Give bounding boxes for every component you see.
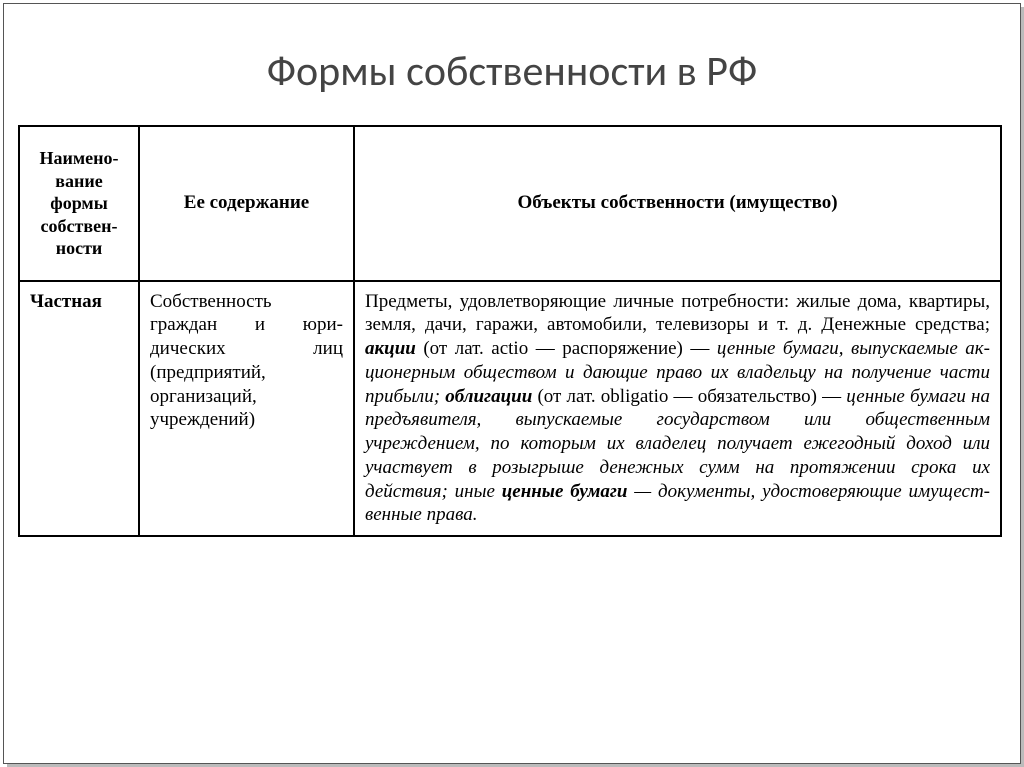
term-akcii: акции <box>365 338 416 359</box>
table-row: Частная Собственность граждан и юри­диче… <box>19 281 1001 537</box>
obj-text: (от лат. actio — распоряжение) — <box>416 338 717 359</box>
term-cennye-bumagi: ценные бумаги <box>502 481 628 502</box>
table-container: Наимено­вание формы собствен­ности Ее со… <box>4 125 1020 537</box>
obj-italic: иные <box>448 481 502 502</box>
col-header-objects: Объекты собственности (имущество) <box>354 126 1001 281</box>
obj-text: Предметы, удовлетворяющие лич­ные потреб… <box>365 291 990 336</box>
term-obligacii: облигации <box>445 386 532 407</box>
col-header-name: Наимено­вание формы собствен­ности <box>19 126 139 281</box>
cell-objects: Предметы, удовлетворяющие лич­ные потреб… <box>354 281 1001 537</box>
page-title: Формы собственности в РФ <box>4 46 1020 97</box>
table-header-row: Наимено­вание формы собствен­ности Ее со… <box>19 126 1001 281</box>
obj-text: (от лат. obligatio — обязательство) — <box>532 386 846 407</box>
col-header-content: Ее содержание <box>139 126 354 281</box>
property-forms-table: Наимено­вание формы собствен­ности Ее со… <box>18 125 1002 537</box>
cell-name: Частная <box>19 281 139 537</box>
cell-content: Собственность граждан и юри­дических лиц… <box>139 281 354 537</box>
